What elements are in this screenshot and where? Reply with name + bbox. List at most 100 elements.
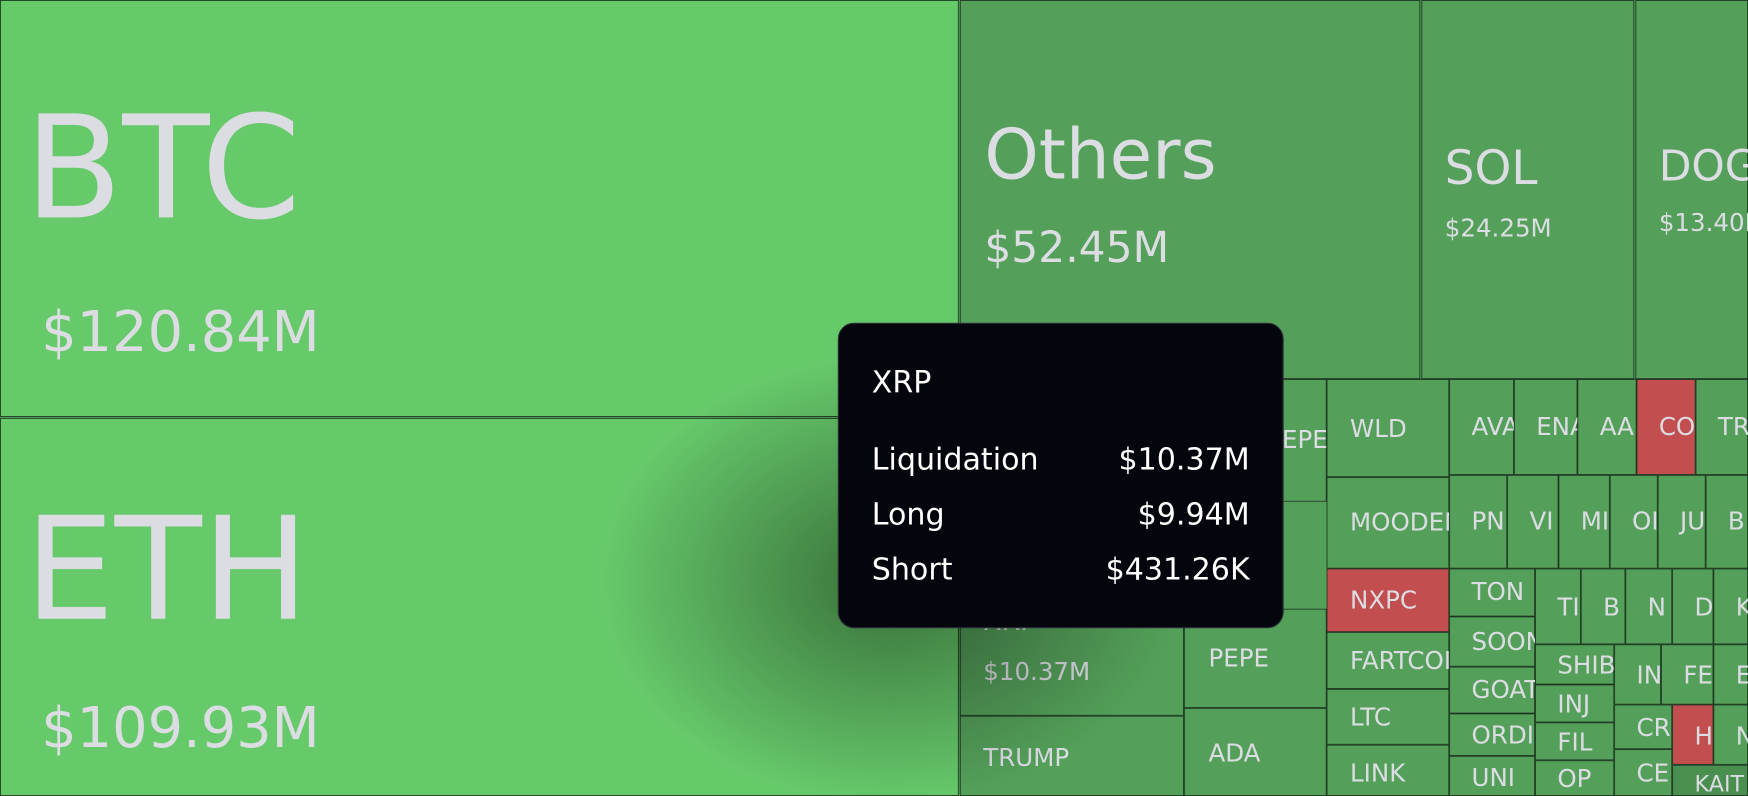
tile[interactable]: PN [1449,474,1508,569]
tile[interactable]: CO [1636,379,1696,475]
tile-label: UNI [1472,763,1516,792]
tile-bg [1449,666,1536,714]
tile[interactable]: ORDI [1449,713,1536,756]
tile-label: WLD [1350,414,1407,443]
tile-bg [1614,749,1673,796]
tile-bg [1625,568,1673,645]
tile-label: CE [1637,758,1670,787]
tile-bg [1507,474,1559,569]
tooltip-row-value: $9.94M [1138,498,1250,533]
tile[interactable]: TI [1535,568,1581,645]
tile-bg [1535,722,1615,761]
tooltip-row-value: $431.26K [1106,553,1251,588]
tile[interactable]: TR [1695,379,1748,475]
tile[interactable]: AVA [1449,379,1519,475]
tile-bg [1713,568,1748,645]
tile[interactable]: ENA [1513,379,1587,475]
tile-bg [1449,568,1536,617]
tile-label: DOGE [1659,142,1748,191]
tile-bg [959,0,1421,380]
tile[interactable]: N [1713,704,1748,765]
tile[interactable]: LINK [1326,744,1450,796]
tile-bg [1580,568,1626,645]
tile-bg [1695,379,1748,475]
tile[interactable]: MOODENG [1326,477,1482,569]
tile-label: TR [1717,412,1748,441]
tile-label: TON [1471,577,1525,606]
tile-bg [1449,713,1536,756]
tile[interactable]: TON [1449,568,1536,617]
tile-bg [1535,760,1615,796]
tile-bg [1449,755,1536,796]
tile-label: LINK [1350,758,1406,787]
tile-label: GOAT [1472,675,1541,704]
tile-label: BTC [25,85,301,251]
tile-bg [1449,379,1514,475]
tile[interactable]: D [1672,568,1714,645]
tile-bg [1705,474,1748,569]
tile-bg [1326,477,1450,569]
tile[interactable]: FARTCOIN [1326,632,1470,689]
tile[interactable]: OI [1609,474,1659,569]
tooltip-bg [837,322,1284,629]
tile[interactable]: CR [1614,704,1673,750]
tile[interactable]: SHIB [1535,644,1615,685]
tile[interactable]: OP [1535,760,1615,796]
tile-bg [1661,644,1714,705]
tile[interactable]: AA [1577,379,1637,475]
tile-value: $120.84M [41,300,320,365]
tile-bg [1558,474,1610,569]
tile[interactable]: BTC $120.84M [0,0,959,417]
tile-label: PEPE [1208,644,1269,673]
tile-label: OI [1632,507,1659,536]
tile[interactable]: FE [1661,644,1714,705]
tile[interactable]: CE [1614,749,1673,796]
tile-bg [1535,684,1615,723]
tile[interactable]: B [1580,568,1626,645]
tile[interactable]: N [1625,568,1673,645]
tile[interactable]: INJ [1535,684,1615,723]
tile[interactable]: IN [1614,644,1662,705]
tile-bg [1609,474,1658,569]
tile-label: MI [1581,507,1609,536]
tile-label: K [1736,592,1748,621]
tile-bg [1449,616,1536,667]
tile[interactable]: JU [1657,474,1706,569]
tile-label: JU [1678,507,1705,536]
tile-label: SHIB [1557,650,1615,679]
tile-bg [1713,644,1748,705]
tile[interactable]: GOAT [1449,666,1541,714]
tile[interactable]: K [1713,568,1748,645]
tile-label: LTC [1350,703,1391,732]
tile[interactable]: H [1672,704,1714,765]
tile-label: H [1694,722,1712,751]
tile[interactable]: SOON [1449,616,1544,667]
tile[interactable]: ADA [1183,707,1327,796]
tile[interactable]: VI [1507,474,1559,569]
tile[interactable]: WLD [1326,379,1450,478]
tooltip-title: XRP [872,365,932,400]
tile[interactable]: B [1705,474,1748,569]
tile-value: $24.25M [1445,213,1552,242]
tile-bg [1183,707,1327,796]
tile[interactable]: Others $52.45M [959,0,1421,380]
tile[interactable]: NXPC [1326,568,1450,633]
tile-label: ADA [1208,738,1260,767]
tile[interactable]: LTC [1326,688,1450,745]
tile-label: B [1728,507,1745,536]
tile-label: B [1603,592,1620,621]
tile[interactable]: MI [1558,474,1610,569]
tile[interactable]: SOL $24.25M [1421,0,1635,380]
tile[interactable]: FIL [1535,722,1615,761]
tile-label: ORDI [1472,721,1534,750]
tile-bg [1636,379,1696,475]
tile-bg [1672,568,1714,645]
tile[interactable]: UNI [1449,755,1536,796]
tile-bg [1577,379,1637,475]
tile[interactable]: E [1713,644,1748,705]
tile-bg [1421,0,1635,380]
tile[interactable]: DOGE $13.40M [1635,0,1748,380]
tile[interactable]: KAIT [1672,764,1748,796]
